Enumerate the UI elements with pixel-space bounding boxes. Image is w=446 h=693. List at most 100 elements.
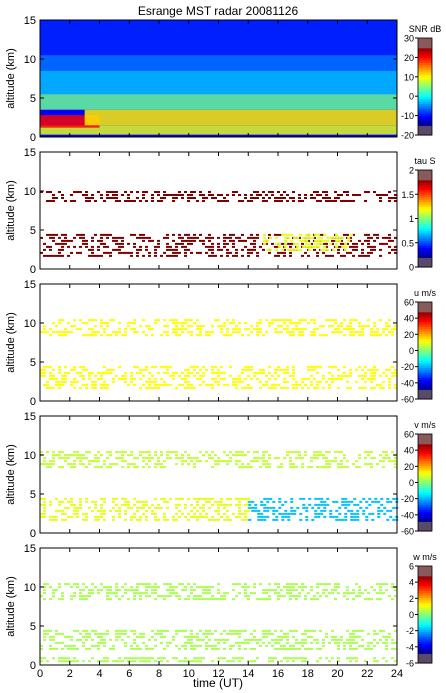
- y-tick-label: 0: [30, 132, 36, 144]
- x-tick-label: 2: [67, 668, 73, 680]
- colorbar-tick-label: 6: [409, 562, 414, 572]
- colorbar-tick-label: 2: [409, 594, 414, 604]
- colorbar-tick-label: -40: [401, 378, 414, 388]
- data-layer: [40, 55, 397, 71]
- data-layer: [40, 629, 397, 650]
- data-layer: [40, 583, 397, 601]
- colorbar-tick-label: -40: [401, 510, 414, 520]
- colorbar-tick-label: 10: [404, 72, 414, 82]
- colorbar: v m/s -60 -40 -20 0 20 40 60: [401, 420, 436, 537]
- colorbar-tick-label: 40: [404, 314, 414, 324]
- x-tick-label: 4: [96, 668, 102, 680]
- y-tick-label: 5: [30, 93, 36, 105]
- x-tick-label: 24: [391, 668, 403, 680]
- panel-2: 0 5 10 15 altitude (km) tau S 0 0.5 1 1.5 2: [5, 147, 436, 276]
- colorbar-tick-label: -20: [401, 131, 414, 141]
- colorbar-tick-label: -20: [401, 494, 414, 504]
- x-axis-label: time (UT): [193, 676, 243, 690]
- y-tick-label: 0: [30, 264, 36, 276]
- data-layer: [40, 94, 397, 110]
- y-tick-label: 5: [30, 357, 36, 369]
- x-tick-label: 14: [242, 668, 254, 680]
- colorbar-tick-label: -10: [401, 111, 414, 121]
- colorbar-tick-label: 30: [404, 34, 414, 44]
- y-tick-label: 0: [30, 528, 36, 540]
- x-tick-label: 20: [331, 668, 343, 680]
- y-tick-label: 10: [24, 318, 36, 330]
- panel-frame: [39, 151, 398, 270]
- y-tick-label: 15: [24, 147, 36, 159]
- colorbar-label: tau S: [414, 156, 435, 166]
- colorbar: u m/s -60 -40 -20 0 20 40 60: [401, 288, 437, 405]
- x-tick-label: 0: [37, 668, 43, 680]
- colorbar: tau S 0 0.5 1 1.5 2: [401, 156, 435, 273]
- colorbar-tick-label: -60: [401, 527, 414, 537]
- panel-3: 0 5 10 15 altitude (km) u m/s -60 -40 -20 0 20 40 60: [5, 279, 436, 408]
- colorbar-label: SNR dB: [409, 24, 442, 34]
- colorbar-tick-label: 20: [404, 53, 414, 63]
- panel-frame: [39, 283, 398, 402]
- y-tick-label: 5: [30, 489, 36, 501]
- colorbar-tick-label: -20: [401, 362, 414, 372]
- y-tick-label: 5: [30, 621, 36, 633]
- colorbar-tick-label: 1.5: [401, 190, 414, 200]
- y-tick-label: 10: [24, 450, 36, 462]
- panel-frame: [39, 547, 398, 666]
- colorbar-tick-label: 0: [409, 263, 414, 273]
- data-layer: [40, 191, 397, 202]
- colorbar: SNR dB -20 -10 0 10 20 30: [401, 24, 441, 141]
- colorbar-tick-label: 0: [409, 92, 414, 102]
- y-tick-label: 15: [24, 411, 36, 423]
- colorbar-tick-label: 20: [404, 462, 414, 472]
- x-tick-label: 22: [361, 668, 373, 680]
- colorbar-tick-label: 0: [409, 610, 414, 620]
- colorbar-tick-label: 0: [409, 478, 414, 488]
- y-tick-label: 15: [24, 279, 36, 291]
- x-tick-label: 18: [302, 668, 314, 680]
- colorbar-tick-label: 60: [404, 298, 414, 308]
- colorbar-tick-label: 1: [409, 214, 414, 224]
- data-layer: [248, 497, 399, 521]
- data-layer: [40, 497, 250, 521]
- x-tick-label: 10: [183, 668, 195, 680]
- data-layer: [84, 109, 397, 126]
- colorbar-label: v m/s: [414, 420, 436, 430]
- data-layer: [40, 20, 397, 56]
- colorbar-tick-label: -2: [406, 626, 414, 636]
- colorbar-label: w m/s: [412, 552, 437, 562]
- colorbar-tick-label: -4: [406, 642, 414, 652]
- y-axis-label: altitude (km): [5, 576, 17, 637]
- x-tick-label: 16: [272, 668, 284, 680]
- x-tick-label: 12: [212, 668, 224, 680]
- y-axis-label: altitude (km): [5, 444, 17, 505]
- y-tick-label: 10: [24, 186, 36, 198]
- data-layer: [40, 70, 397, 95]
- colorbar-tick-label: 2: [409, 166, 414, 176]
- panel-frame: [39, 415, 398, 534]
- y-axis-label: altitude (km): [5, 312, 17, 373]
- y-tick-label: 0: [30, 660, 36, 672]
- x-tick-label: 6: [126, 668, 132, 680]
- y-axis-label: altitude (km): [5, 48, 17, 109]
- y-tick-label: 0: [30, 396, 36, 408]
- data-layer: [40, 365, 397, 389]
- y-tick-label: 5: [30, 225, 36, 237]
- colorbar-tick-label: 4: [409, 578, 414, 588]
- chart-title: Esrange MST radar 20081126: [138, 4, 299, 18]
- colorbar-tick-label: -6: [406, 659, 414, 669]
- data-layer: [40, 451, 397, 469]
- panel-4: 0 5 10 15 altitude (km) v m/s -60 -40 -20 0 20 40 60: [5, 411, 436, 540]
- colorbar-label: u m/s: [414, 288, 437, 298]
- y-axis-label: altitude (km): [5, 180, 17, 241]
- y-tick-label: 15: [24, 543, 36, 555]
- y-tick-label: 15: [24, 15, 36, 27]
- colorbar-tick-label: -60: [401, 395, 414, 405]
- data-layer: [40, 319, 397, 337]
- colorbar-tick-label: 40: [404, 446, 414, 456]
- x-tick-label: 8: [156, 668, 162, 680]
- colorbar-tick-label: 20: [404, 330, 414, 340]
- colorbar-tick-label: 0: [409, 346, 414, 356]
- data-layer: [40, 125, 397, 135]
